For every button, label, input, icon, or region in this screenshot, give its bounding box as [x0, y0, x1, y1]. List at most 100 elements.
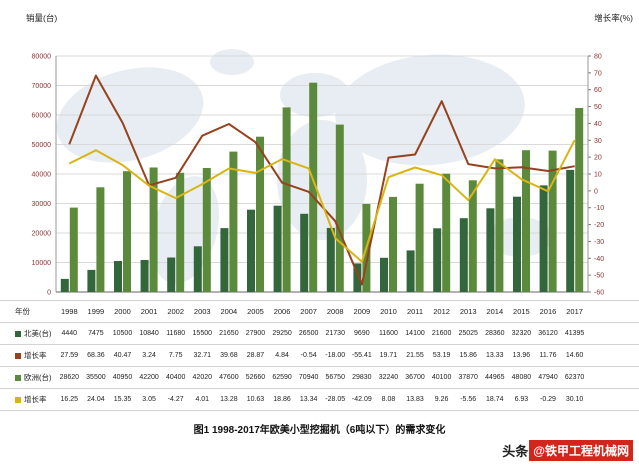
world-map-watermark	[210, 49, 254, 75]
table-cell: 52660	[245, 374, 266, 381]
table-cell: 6.93	[514, 396, 529, 403]
table-cell: 36700	[405, 374, 425, 381]
right-axis-tick: 30	[594, 138, 602, 145]
bar-欧洲(台)-2000	[123, 171, 131, 292]
table-cell: 30.10	[565, 396, 584, 403]
table-cell: 15.35	[113, 396, 132, 403]
table-cell: 21600	[431, 330, 452, 337]
row-label: 年份	[15, 307, 30, 316]
legend-swatch-icon	[15, 396, 21, 403]
world-map-watermark	[277, 120, 367, 240]
table-cell: 21730	[325, 330, 345, 337]
table-cell: 14.60	[565, 352, 584, 359]
table-cell: 19.71	[379, 352, 398, 359]
table-cell: -5.56	[460, 396, 477, 403]
table-cell: 4440	[61, 330, 78, 337]
table-cell: 9690	[354, 330, 370, 337]
table-cell: 29830	[352, 374, 372, 381]
table-cell: -55.41	[351, 352, 372, 359]
bar-欧洲(台)-1998	[69, 207, 78, 292]
table-cell: 47940	[538, 374, 558, 381]
table-cell: 2015	[513, 307, 530, 316]
table-cell: 2007	[300, 307, 317, 316]
table-cell: 48080	[511, 374, 532, 381]
table-cell: 3.24	[142, 352, 156, 359]
table-cell: -0.29	[540, 396, 556, 403]
table-cell: 21.55	[406, 352, 424, 359]
bar-北美(台)-2000	[114, 261, 122, 292]
bar-欧洲(台)-2014	[495, 159, 504, 292]
table-cell: 2017	[566, 307, 583, 316]
bar-北美(台)-2006	[273, 205, 282, 292]
table-cell: 42020	[192, 374, 212, 381]
bar-欧洲(台)-2008	[335, 124, 344, 292]
table-cell: 18.74	[486, 396, 504, 403]
table-cell: 1998	[60, 307, 78, 316]
table-cell: 3.05	[142, 396, 156, 403]
table-cell: 2011	[406, 307, 424, 316]
bar-北美(台)-2001	[140, 260, 149, 292]
bar-北美(台)-2011	[406, 250, 415, 292]
table-cell: 40100	[431, 374, 452, 381]
table-row-1: 增长率 27.59 68.36 40.47 3.24 7.75 32.71 39.68 28.8…	[0, 344, 639, 366]
table-cell: 2001	[140, 307, 158, 316]
left-axis-tick: 30000	[32, 201, 52, 208]
table-cell: -18.00	[325, 352, 346, 359]
legend-swatch-icon	[15, 352, 21, 359]
data-table: 年份 1998 1999 2000 2001 2002 2003 2004 2005 2006 20…	[0, 300, 639, 411]
table-cell: -28.05	[325, 396, 346, 403]
bar-北美(台)-2004	[220, 228, 229, 292]
table-cell: 15.86	[459, 352, 477, 359]
left-axis-tick: 20000	[32, 231, 52, 238]
bar-欧洲(台)-2016	[548, 150, 557, 292]
table-cell: 2002	[167, 307, 185, 316]
table-cell: 14100	[405, 330, 425, 337]
table-row-0: 北美(台) 4440 7475 10500 10840 11680 15500 21650 27…	[0, 322, 639, 344]
table-cell: 39.68	[220, 352, 238, 359]
right-axis-tick: -20	[594, 222, 604, 229]
table-cell: 2012	[433, 307, 450, 316]
world-map-watermark	[335, 54, 525, 166]
right-axis-title: 增长率(%)	[594, 13, 633, 23]
table-cell: 18.86	[273, 396, 291, 403]
table-cell: 42200	[139, 374, 159, 381]
bar-北美(台)-2002	[167, 257, 176, 292]
table-cell: 2008	[326, 307, 344, 316]
table-cell: 2005	[247, 307, 264, 316]
table-cell: 10.63	[246, 396, 265, 403]
table-cell: 28620	[59, 374, 80, 381]
left-axis-tick: 60000	[32, 113, 52, 120]
watermark: 头条 @铁甲工程机械网	[502, 440, 633, 461]
table-cell: 2006	[273, 307, 291, 316]
combo-chart: 0 10000 20000 30000 40000 50000 60000 70000 8000…	[32, 49, 604, 297]
table-cell: 35500	[86, 374, 106, 381]
table-cell: 2009	[353, 307, 371, 316]
table-cell: 11600	[378, 330, 398, 337]
right-axis-tick: 0	[594, 188, 598, 195]
right-axis-tick: -40	[594, 256, 604, 263]
bar-欧洲(台)-2015	[522, 150, 530, 292]
table-cell: 2013	[459, 307, 477, 316]
table-cell: 47600	[219, 374, 239, 381]
bar-北美(台)-2008	[326, 227, 335, 292]
year-row: 年份 1998 1999 2000 2001 2002 2003 2004 2005 2006 20…	[0, 300, 639, 322]
table-cell: 2016	[539, 307, 557, 316]
table-cell: 56750	[325, 374, 345, 381]
table-cell: 13.96	[512, 352, 531, 359]
table-cell: -42.09	[351, 396, 372, 403]
bar-北美(台)-2013	[459, 218, 468, 292]
bar-北美(台)-2007	[300, 213, 309, 292]
right-axis-tick: -60	[594, 290, 604, 297]
table-cell: 62370	[564, 374, 585, 381]
table-cell: 21650	[219, 330, 239, 337]
table-row-3: 增长率 16.25 24.04 15.35 3.05 -4.27 4.01 13.28 10.6…	[0, 388, 639, 411]
table-cell: 32.71	[193, 352, 212, 359]
row-label: 北美(台)	[0, 328, 56, 339]
legend-swatch-icon	[15, 330, 21, 337]
table-cell: 13.33	[486, 352, 504, 359]
table-cell: 41395	[564, 330, 585, 337]
bar-欧洲(台)-1999	[96, 187, 105, 292]
table-cell: -0.54	[300, 352, 317, 359]
table-cell: -4.27	[167, 396, 184, 403]
